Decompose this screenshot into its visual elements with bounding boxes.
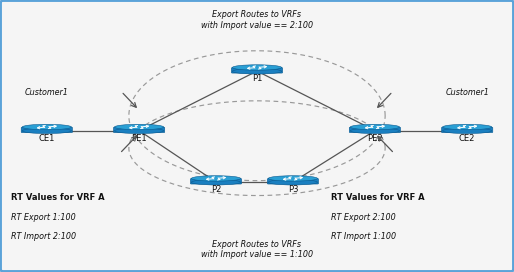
- Ellipse shape: [351, 128, 399, 134]
- Ellipse shape: [115, 124, 163, 130]
- Ellipse shape: [115, 128, 163, 134]
- Text: Export Routes to VRFs
with Import value == 1:100: Export Routes to VRFs with Import value …: [201, 240, 313, 259]
- Text: RT Values for VRF A: RT Values for VRF A: [332, 193, 425, 202]
- FancyBboxPatch shape: [442, 127, 493, 133]
- Ellipse shape: [22, 124, 71, 130]
- Text: P1: P1: [252, 74, 262, 83]
- Ellipse shape: [351, 124, 399, 130]
- Ellipse shape: [268, 176, 318, 181]
- Text: Customer1: Customer1: [25, 88, 69, 97]
- Ellipse shape: [22, 128, 71, 134]
- Text: P2: P2: [211, 185, 221, 194]
- Text: PE2: PE2: [367, 134, 383, 143]
- FancyBboxPatch shape: [231, 68, 283, 73]
- Ellipse shape: [191, 180, 241, 185]
- Text: Customer1: Customer1: [445, 88, 489, 97]
- FancyBboxPatch shape: [21, 127, 72, 133]
- FancyBboxPatch shape: [190, 179, 242, 184]
- Text: RT Export 2:100: RT Export 2:100: [332, 213, 396, 222]
- Ellipse shape: [443, 124, 492, 130]
- Ellipse shape: [232, 65, 282, 70]
- Text: Export Routes to VRFs
with Import value == 2:100: Export Routes to VRFs with Import value …: [201, 10, 313, 30]
- Text: P3: P3: [288, 185, 298, 194]
- FancyBboxPatch shape: [267, 179, 319, 184]
- Text: RT Values for VRF A: RT Values for VRF A: [11, 193, 104, 202]
- Ellipse shape: [232, 69, 282, 74]
- FancyBboxPatch shape: [350, 127, 400, 133]
- Text: CE2: CE2: [459, 134, 475, 143]
- Text: RT Import 2:100: RT Import 2:100: [11, 232, 76, 241]
- Text: RT Export 1:100: RT Export 1:100: [11, 213, 76, 222]
- Text: RT Import 1:100: RT Import 1:100: [332, 232, 396, 241]
- Ellipse shape: [443, 128, 492, 134]
- Text: CE1: CE1: [39, 134, 55, 143]
- Ellipse shape: [191, 176, 241, 181]
- FancyBboxPatch shape: [114, 127, 164, 133]
- Ellipse shape: [268, 180, 318, 185]
- Text: PE1: PE1: [131, 134, 147, 143]
